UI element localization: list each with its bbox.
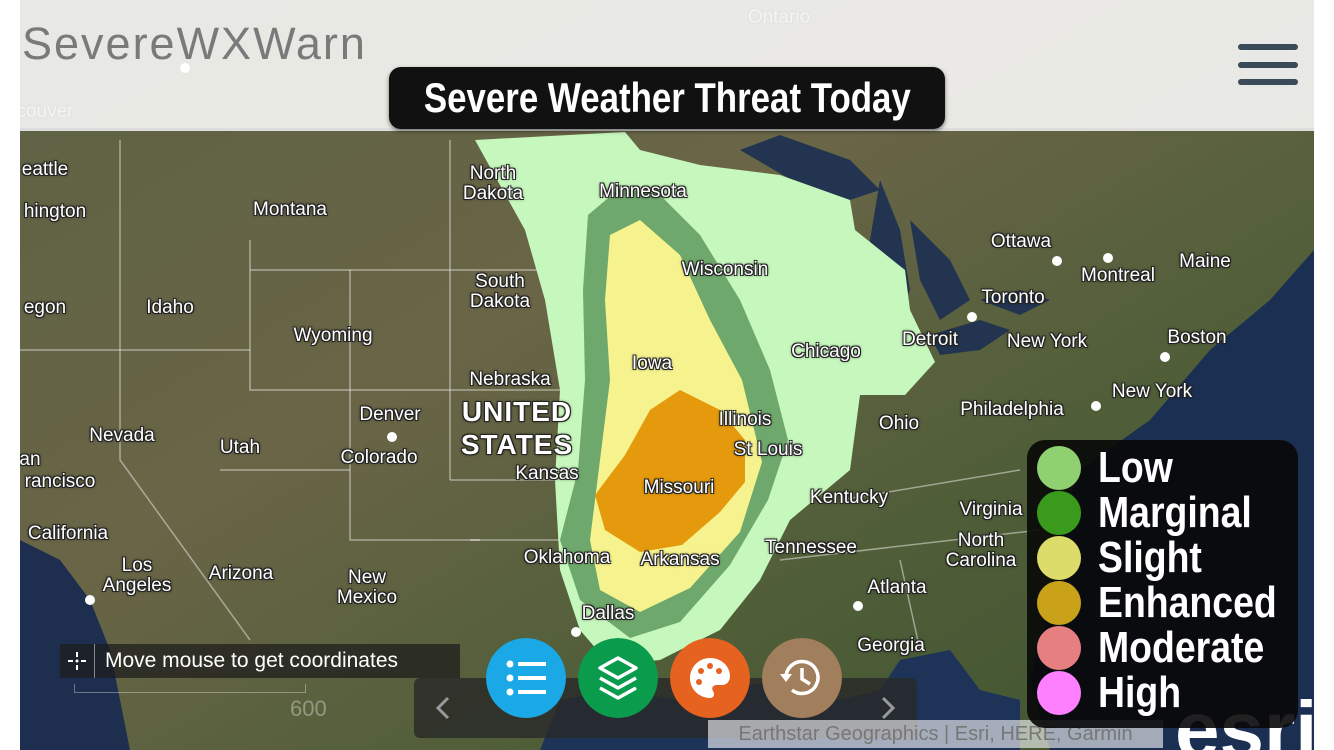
map-label: Arkansas xyxy=(640,549,720,570)
map-label: Dallas xyxy=(581,603,635,624)
legend-item: Low xyxy=(1037,442,1186,492)
layers-button[interactable] xyxy=(578,638,658,718)
map-label: Denver xyxy=(359,404,421,425)
app-title: SevereWXWarn xyxy=(22,18,367,69)
map-label: Detroit xyxy=(902,329,958,350)
legend: Low Marginal Slight Enhanced Moderate High xyxy=(1027,440,1298,728)
map-label: Ohio xyxy=(878,413,920,434)
map-label: Wyoming xyxy=(293,325,373,346)
map-label: Nevada xyxy=(89,425,155,446)
legend-swatch xyxy=(1037,670,1081,715)
map-label: rancisco xyxy=(24,471,96,492)
legend-label: Slight xyxy=(1098,532,1202,582)
legend-item: Marginal xyxy=(1037,487,1279,537)
banner-text: Severe Weather Threat Today xyxy=(423,74,911,121)
map-label: South Dakota xyxy=(469,271,531,312)
map-label: eattle xyxy=(21,159,69,180)
map-label: Maine xyxy=(1179,251,1231,272)
scale-bar xyxy=(74,684,306,693)
menu-button[interactable] xyxy=(1238,44,1298,86)
map-label: Colorado xyxy=(340,447,418,468)
map-label: Kansas xyxy=(515,463,579,484)
map-label: Ottawa xyxy=(990,231,1052,252)
map-label: Tennessee xyxy=(765,537,857,558)
legend-item: High xyxy=(1037,667,1196,717)
map-label: Missouri xyxy=(643,477,715,498)
map-label: Montreal xyxy=(1081,265,1155,286)
coordinates-box: Move mouse to get coordinates xyxy=(60,644,460,678)
map-label: Illinois xyxy=(718,409,772,430)
map-label: UNITED STATES xyxy=(460,396,574,460)
map-label: New York xyxy=(1111,381,1193,402)
map-label: Oklahoma xyxy=(523,547,611,568)
map-label: Idaho xyxy=(146,297,194,318)
map-label: North Dakota xyxy=(462,163,524,204)
legend-swatch xyxy=(1037,580,1081,625)
list-button[interactable] xyxy=(486,638,566,718)
legend-item: Enhanced xyxy=(1037,577,1308,627)
legend-swatch xyxy=(1037,490,1081,535)
map-label: Kentucky xyxy=(809,487,889,508)
legend-label: Moderate xyxy=(1098,622,1265,672)
coordinates-text: Move mouse to get coordinates xyxy=(105,649,398,672)
history-button[interactable] xyxy=(762,638,842,718)
banner: Severe Weather Threat Today xyxy=(389,67,945,129)
legend-label: High xyxy=(1098,667,1182,717)
map-label: Toronto xyxy=(981,287,1045,308)
legend-swatch xyxy=(1037,445,1081,490)
map-label: Nebraska xyxy=(469,369,551,390)
legend-label: Low xyxy=(1098,442,1173,492)
map-label: Chicago xyxy=(791,341,861,362)
map-label: California xyxy=(27,523,109,544)
map-label: Boston xyxy=(1167,327,1227,348)
legend-label: Marginal xyxy=(1098,487,1252,537)
map-label: New Mexico xyxy=(336,567,398,608)
map-label: Wisconsin xyxy=(681,259,769,280)
map-label: Minnesota xyxy=(599,181,687,202)
prev-button[interactable] xyxy=(414,678,472,738)
map-label: Iowa xyxy=(631,353,673,374)
map-label: New York xyxy=(1006,331,1088,352)
map-label: an xyxy=(20,449,41,470)
map-label: Montana xyxy=(253,199,327,220)
map-label: Los Angeles xyxy=(102,555,172,596)
map-label: Philadelphia xyxy=(960,399,1064,420)
legend-item: Slight xyxy=(1037,532,1220,582)
legend-item: Moderate xyxy=(1037,622,1294,672)
map-label: Utah xyxy=(219,437,261,458)
legend-label: Enhanced xyxy=(1098,577,1277,627)
map-label: North Carolina xyxy=(945,530,1017,571)
scale-label: 600 xyxy=(290,696,327,721)
map-label: St Louis xyxy=(733,439,803,460)
legend-swatch xyxy=(1037,625,1081,670)
map-label: hington xyxy=(23,201,87,222)
map-label: egon xyxy=(23,297,67,318)
next-button[interactable] xyxy=(859,678,917,738)
map-label: Atlanta xyxy=(867,577,927,598)
legend-swatch xyxy=(1037,535,1081,580)
palette-button[interactable] xyxy=(670,638,750,718)
crosshair-icon xyxy=(60,644,95,678)
map-label: Georgia xyxy=(857,635,925,656)
map-label: Virginia xyxy=(959,499,1023,520)
map-label: Arizona xyxy=(208,563,274,584)
